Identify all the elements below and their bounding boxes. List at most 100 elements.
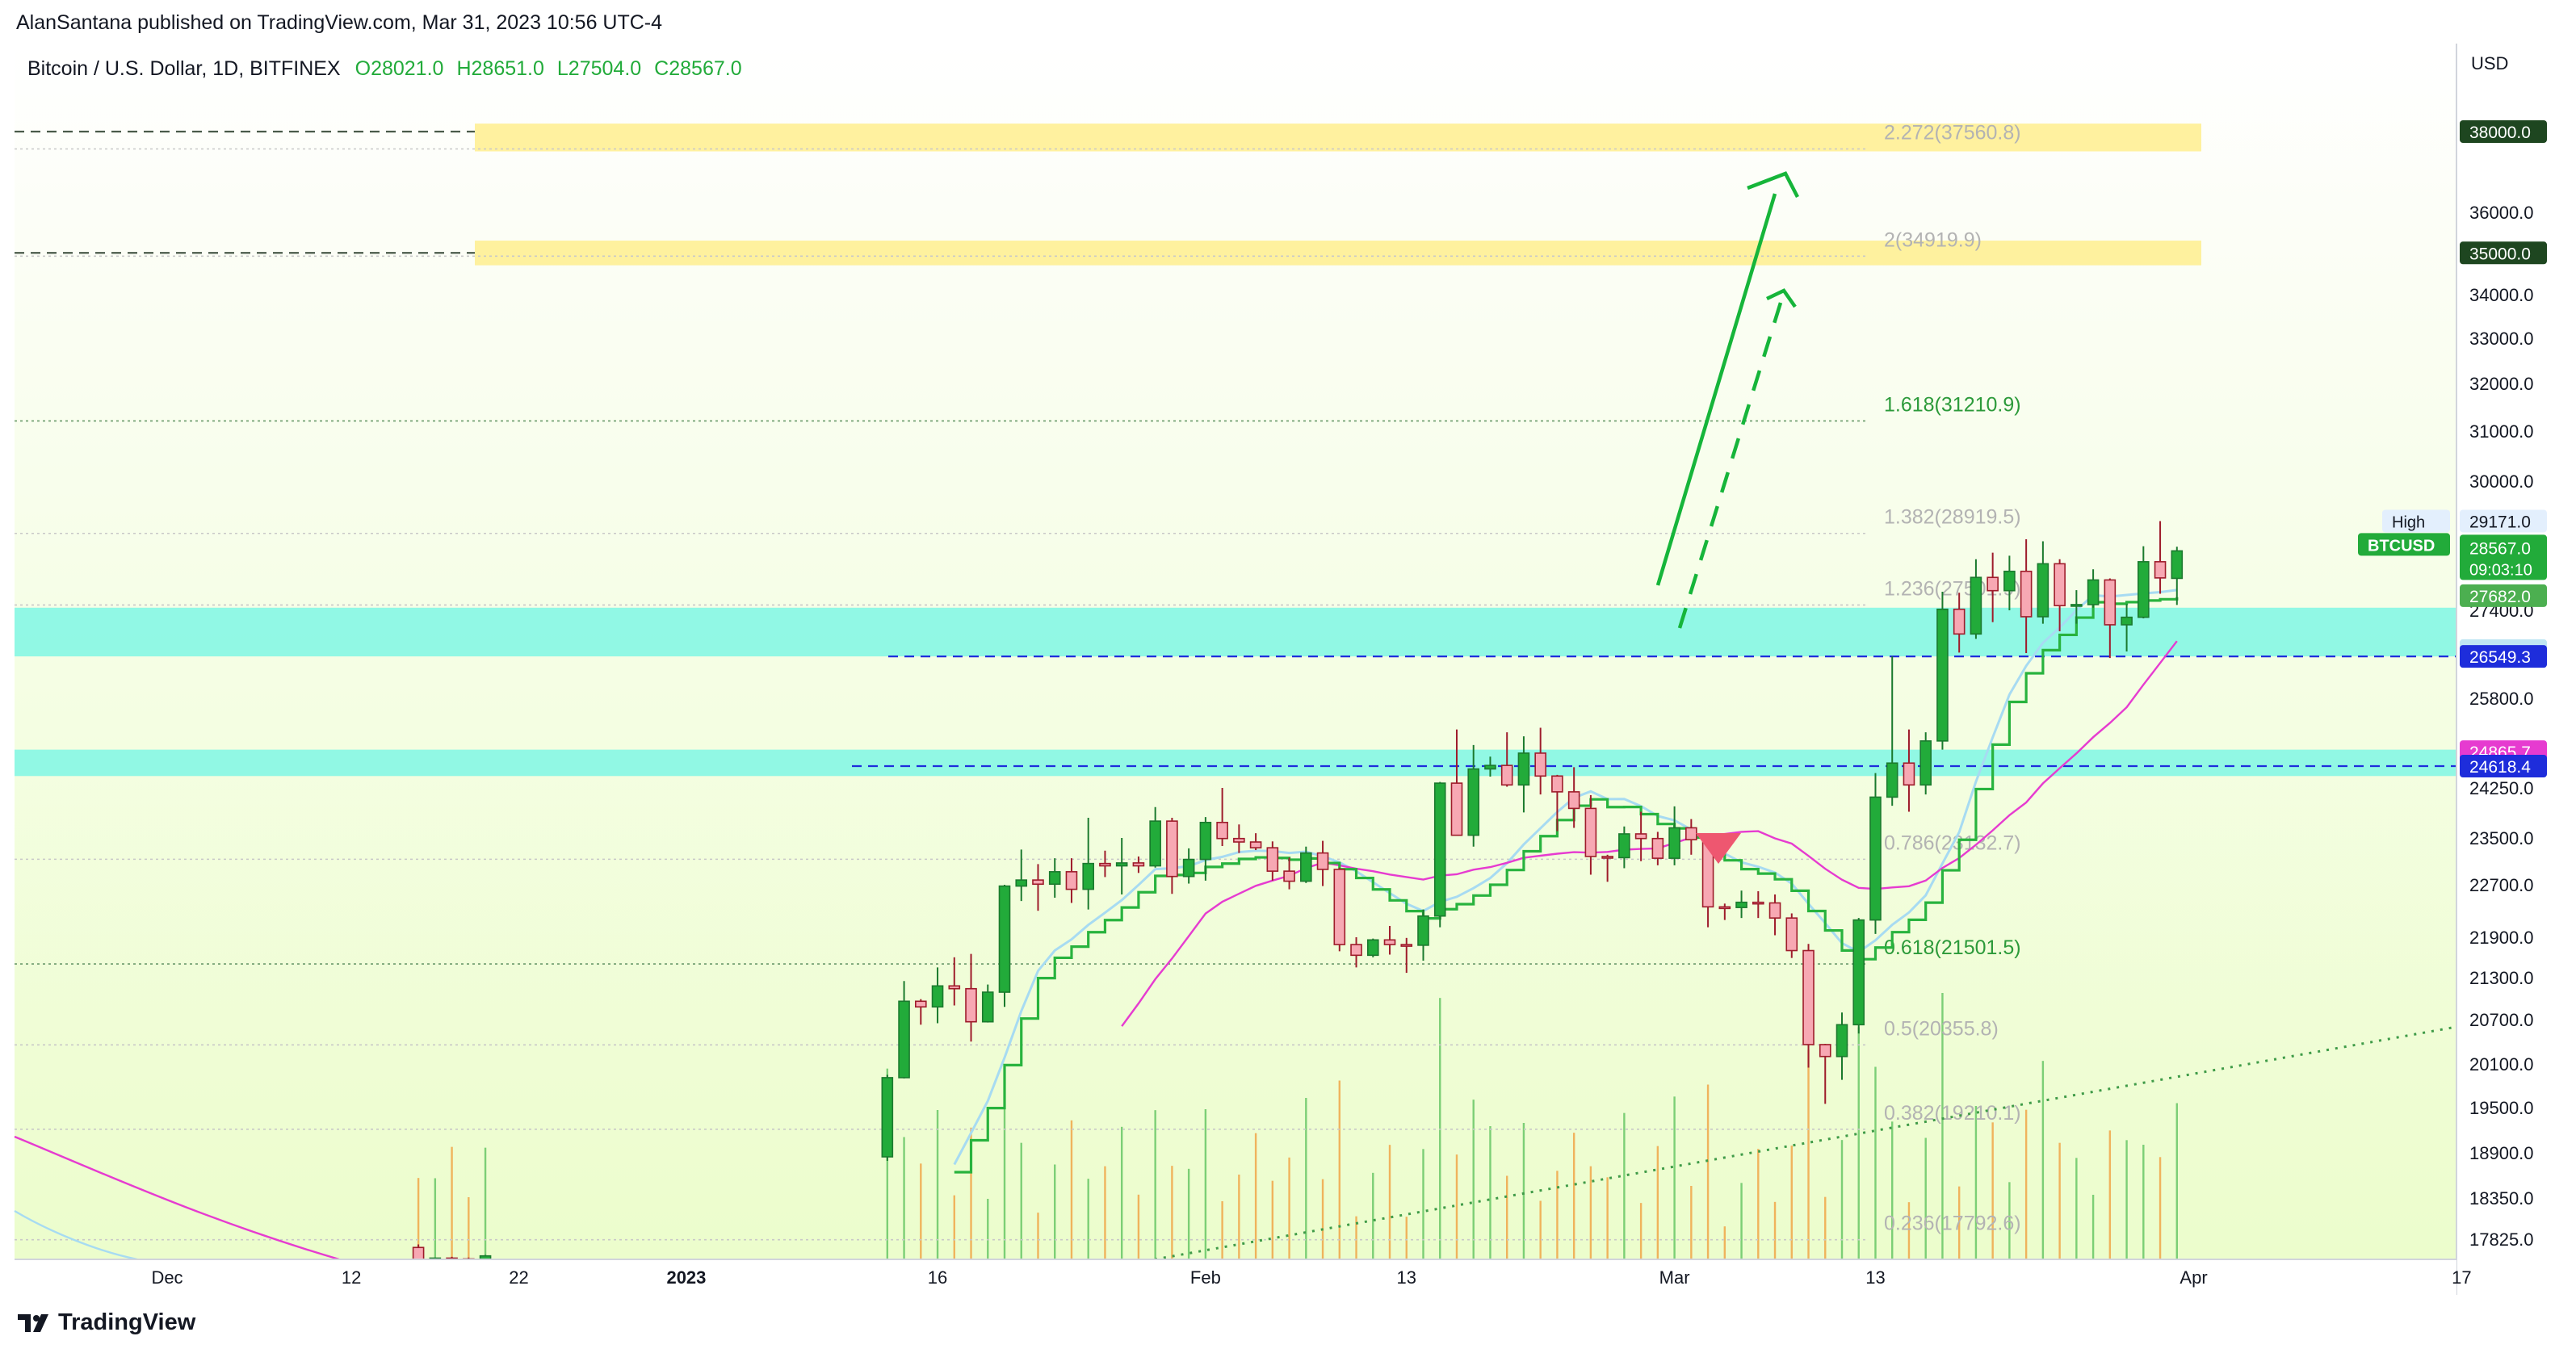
candle-body[interactable] xyxy=(1266,847,1279,872)
candle-body[interactable] xyxy=(898,1000,910,1079)
candle-body[interactable] xyxy=(2154,561,2167,579)
candle-body[interactable] xyxy=(1735,901,1747,908)
price-label-35000-0: 35000.0 xyxy=(2460,241,2547,265)
candle-body[interactable] xyxy=(1132,862,1145,867)
volume-bar xyxy=(1288,1157,1290,1259)
candle-body[interactable] xyxy=(981,991,994,1023)
price-label-28567-0: 28567.0 09:03:10 BTCUSD xyxy=(2358,533,2547,580)
price-label-value: 28567.0 xyxy=(2469,539,2531,558)
candle-body[interactable] xyxy=(948,985,961,990)
candle-body[interactable] xyxy=(1115,862,1128,867)
candle-body[interactable] xyxy=(1836,1024,1848,1058)
candle-body[interactable] xyxy=(1333,869,1346,945)
candle-body[interactable] xyxy=(1668,827,1680,859)
candle-body[interactable] xyxy=(2037,563,2049,618)
candle-body[interactable] xyxy=(1785,917,1798,952)
candle-body[interactable] xyxy=(1987,576,1999,592)
candle-body[interactable] xyxy=(1869,796,1882,921)
candle-body[interactable] xyxy=(931,985,944,1008)
candle-body[interactable] xyxy=(1032,879,1044,886)
volume-bar xyxy=(2058,1142,2061,1259)
candle-body[interactable] xyxy=(1551,775,1563,793)
candle-body[interactable] xyxy=(2121,616,2133,626)
candle-body[interactable] xyxy=(1216,821,1228,840)
candle-body[interactable] xyxy=(2087,579,2100,605)
candle-body[interactable] xyxy=(2070,604,2083,607)
dotted-trendline xyxy=(1154,1025,2457,1261)
candle-body[interactable] xyxy=(1852,919,1865,1026)
candle-body[interactable] xyxy=(1484,764,1496,770)
candle-body[interactable] xyxy=(1685,827,1697,840)
candle-body[interactable] xyxy=(1350,944,1362,957)
candle-body[interactable] xyxy=(2020,570,2033,618)
candle-body[interactable] xyxy=(1634,833,1647,840)
candle-body[interactable] xyxy=(1149,820,1161,867)
candle-body[interactable] xyxy=(1283,870,1295,882)
candle-body[interactable] xyxy=(1433,782,1446,917)
candle-body[interactable] xyxy=(2171,550,2184,580)
candle-body[interactable] xyxy=(2054,563,2066,607)
candle-body[interactable] xyxy=(1182,858,1195,878)
price-label-tag-bg xyxy=(2382,509,2450,533)
candle-body[interactable] xyxy=(1467,768,1480,836)
candle-body[interactable] xyxy=(1099,862,1111,867)
candle-body[interactable] xyxy=(1970,576,1982,635)
candle-body[interactable] xyxy=(1802,949,1815,1045)
bearish-triangle-icon xyxy=(1696,833,1741,864)
candle-body[interactable] xyxy=(1819,1044,1831,1058)
volume-bar xyxy=(1656,1146,1659,1259)
candle-body[interactable] xyxy=(1936,608,1949,742)
candle-body[interactable] xyxy=(1082,862,1094,890)
candle-body[interactable] xyxy=(1567,791,1580,810)
candle-body[interactable] xyxy=(1618,833,1630,859)
candle-body[interactable] xyxy=(881,1077,894,1158)
candle-body[interactable] xyxy=(1450,782,1463,836)
time-tick: 22 xyxy=(509,1267,528,1288)
candle-body[interactable] xyxy=(1366,939,1379,957)
candle-body[interactable] xyxy=(1249,841,1262,848)
volume-bar xyxy=(1003,1081,1006,1259)
candle-body[interactable] xyxy=(1500,764,1513,786)
candle-body[interactable] xyxy=(1903,762,1915,786)
volume-bar xyxy=(1506,1175,1508,1259)
legend-symbol: Bitcoin / U.S. Dollar, 1D, BITFINEX xyxy=(27,57,341,80)
candle-body[interactable] xyxy=(1768,902,1781,919)
candle-body[interactable] xyxy=(1953,608,1966,635)
candle-body[interactable] xyxy=(1651,837,1664,859)
candle-body[interactable] xyxy=(1316,852,1329,870)
candle-body[interactable] xyxy=(2104,579,2117,626)
candle-body[interactable] xyxy=(1233,837,1245,843)
candle-body[interactable] xyxy=(1300,852,1312,882)
candle-body[interactable] xyxy=(1166,820,1178,878)
candle-body[interactable] xyxy=(1752,901,1764,905)
candle-body[interactable] xyxy=(1919,740,1932,786)
candle-body[interactable] xyxy=(1534,752,1546,777)
candle-body[interactable] xyxy=(2138,561,2150,618)
candle-body[interactable] xyxy=(1048,871,1061,886)
candle-body[interactable] xyxy=(965,987,977,1023)
candle-body[interactable] xyxy=(1015,879,1028,887)
volume-bar xyxy=(1355,1216,1357,1259)
candle-body[interactable] xyxy=(1718,906,1731,910)
price-tick: 17825.0 xyxy=(2469,1229,2534,1250)
candle-body[interactable] xyxy=(1886,762,1898,798)
volume-bar xyxy=(2041,1061,2045,1259)
candle-body[interactable] xyxy=(1199,821,1212,861)
countdown-value: 09:03:10 xyxy=(2469,561,2532,579)
candle-body[interactable] xyxy=(1584,807,1597,857)
candle-body[interactable] xyxy=(998,885,1011,993)
candle-body[interactable] xyxy=(1601,856,1613,859)
volume-bar xyxy=(1522,1123,1525,1259)
candle-body[interactable] xyxy=(2003,570,2016,592)
candle-body[interactable] xyxy=(1400,944,1413,947)
candle-body[interactable] xyxy=(915,1000,927,1008)
candle-body[interactable] xyxy=(1383,939,1396,945)
candle-body[interactable] xyxy=(1417,915,1429,946)
price-label-bg xyxy=(2460,645,2547,668)
candle-body[interactable] xyxy=(1517,752,1530,786)
price-label-value: 27682.0 xyxy=(2469,588,2531,606)
candle-body[interactable] xyxy=(1065,871,1078,890)
price-label-26549-3: 26549.3 xyxy=(2460,645,2547,668)
price-tick: 32000.0 xyxy=(2469,374,2534,394)
